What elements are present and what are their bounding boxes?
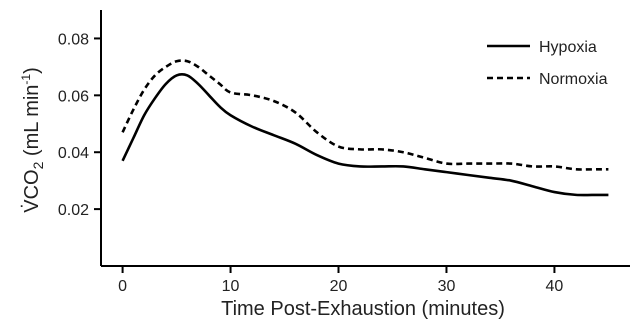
legend: Hypoxia Normoxia [487,39,608,88]
x-tick-label: 20 [330,278,348,295]
y-tick-label: 0.04 [58,145,89,162]
y-axis-title-subscript: 2 [30,161,46,169]
axes [100,10,630,267]
x-axis-title: Time Post-Exhaustion (minutes) [221,298,505,320]
y-axis-title-units: (mL min [21,85,43,162]
y-tick-label: 0.06 [58,88,89,105]
series-layer [121,59,609,197]
x-tick-label: 30 [438,278,456,295]
y-ticks: 0.02 0.04 0.06 0.08 [58,31,101,219]
x-tick-label: 10 [222,278,240,295]
y-tick-label: 0.08 [58,31,89,48]
series-line-hypoxia [121,73,609,197]
y-axis-title-superscript: -1 [19,74,33,85]
y-axis-title-main: V̇CO [21,169,43,212]
legend-label-hypoxia: Hypoxia [539,39,597,56]
y-axis-title-units-close: ) [21,67,43,74]
series-line-normoxia [121,59,609,171]
y-tick-label: 0.02 [58,202,89,219]
legend-label-normoxia: Normoxia [539,71,608,88]
x-ticks: 0 10 20 30 40 [118,266,563,295]
x-tick-label: 0 [118,278,127,295]
y-axis-title: V̇CO2 (mL min-1) [19,67,46,213]
x-tick-label: 40 [546,278,564,295]
